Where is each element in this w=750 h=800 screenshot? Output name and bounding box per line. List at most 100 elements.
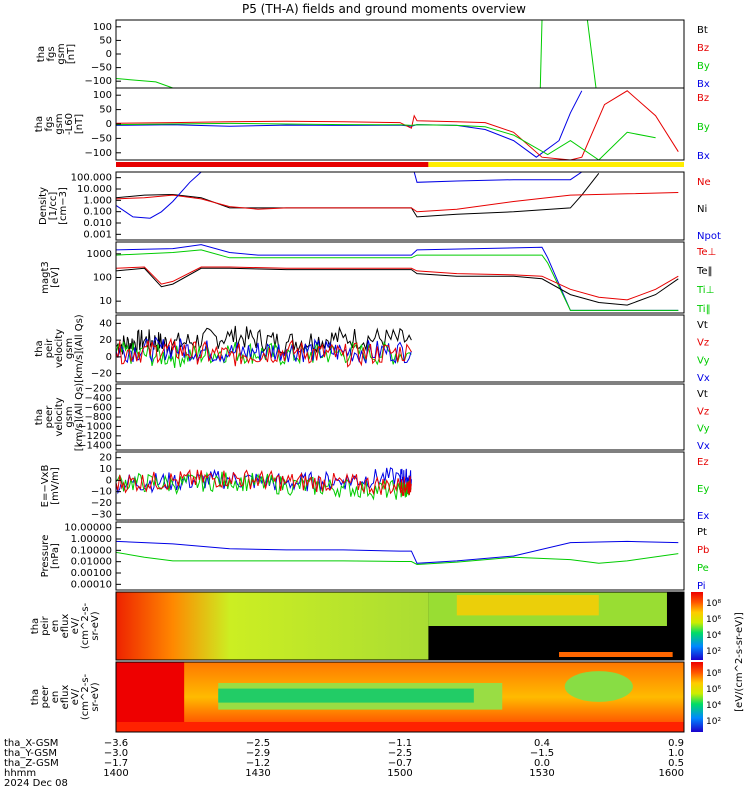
ylabel-fgs: fgs: [46, 46, 57, 61]
ytick-pressure: 0.10000: [71, 545, 112, 556]
ylabel-peir: tha: [34, 340, 45, 356]
legend-Te‖-temp: Te‖: [696, 266, 713, 277]
ytick-pressure: 10.00000: [64, 523, 112, 534]
frame-peir: [115, 314, 685, 383]
xaxis-value: −1.2: [246, 758, 270, 769]
legend-Bt-fgs: Bt: [697, 25, 708, 36]
ylabel-peir_en: sr-eV): [90, 611, 101, 640]
heatmap-peir-band2: [456, 595, 599, 616]
colorbar-tick: 10⁸: [706, 599, 721, 609]
colorbar-tick: 10⁴: [706, 631, 721, 641]
series-By-fgs: [116, 78, 173, 88]
ylabel-peir_en: peir: [40, 615, 51, 635]
colorbar-tick: 10⁶: [706, 685, 721, 695]
ylabel-peer_en: peer: [40, 685, 51, 709]
legend-Bx-fgs: Bx: [697, 79, 710, 90]
frame-pressure: [115, 521, 685, 591]
legend-Ex-efield: Ex: [697, 511, 709, 522]
legend-Ez-efield: Ez: [697, 457, 709, 468]
legend-Bz-fgs2: Bz: [697, 93, 709, 104]
ytick-pressure: 0.00010: [71, 579, 112, 590]
ylabel-peer_en: tha: [30, 689, 41, 705]
ylabel-temp: magt3: [40, 261, 51, 294]
series-By-fgs: [586, 20, 597, 88]
series-By-fgs2: [116, 122, 656, 160]
xaxis-row-label: hhmm: [4, 768, 36, 779]
heatmap-peer-blob: [564, 671, 633, 702]
mode-bar-yellow: [428, 162, 684, 167]
xaxis-value: −2.5: [246, 738, 270, 749]
xaxis-value: −1.7: [104, 758, 128, 769]
xaxis-value: 1.0: [668, 748, 684, 759]
xaxis-row-label: tha_X-GSM: [4, 738, 58, 749]
ytick-peir: 20: [99, 335, 112, 346]
legend-By-fgs: By: [697, 61, 710, 72]
legend-Vy-peer: Vy: [697, 424, 710, 435]
ylabel-peer_en: sr-eV): [90, 682, 101, 711]
ytick-fgs: −100: [85, 76, 112, 87]
frame-peer_en: [115, 661, 685, 733]
ytick-fgs2: 100: [93, 90, 112, 101]
series-Ti‖-temp: [116, 249, 679, 311]
ytick-fgs2: 0: [106, 119, 112, 130]
ylabel-temp: [eV]: [50, 267, 61, 288]
series-Ne-density: [116, 192, 679, 213]
ytick-fgs2: 50: [99, 105, 112, 116]
ylabel-fgs2: [nT]: [74, 114, 85, 134]
series-Pe-pressure: [116, 551, 679, 566]
series-Ey-efield: [116, 471, 412, 501]
legend-Vt-peer: Vt: [697, 389, 708, 400]
ylabel-peer_en: en: [50, 691, 61, 704]
ytick-efield: 0: [106, 475, 112, 486]
panel-peir_en: tha peir en eflux eV/(cm^2-s-sr-eV): [30, 591, 685, 661]
series-Bz-fgs2: [116, 90, 679, 160]
ytick-peir: 40: [99, 318, 112, 329]
heatmap-peir-low: [559, 652, 673, 657]
ytick-temp: 100: [93, 273, 112, 284]
ytick-density: 100.000: [71, 173, 112, 184]
frame-temp: [115, 241, 685, 314]
ylabel-efield: [mV/m]: [50, 467, 61, 505]
panel-fgs2: tha fgs gsm -L60 [nT] 100 50 0 −50 −100 Bz By Bx: [34, 87, 710, 162]
heatmap-peer-bottom: [116, 722, 684, 732]
ytick-peir: −20: [91, 369, 112, 380]
legend-Vy-peir: Vy: [697, 355, 710, 366]
ylabel-peer_en: eV/: [70, 688, 81, 705]
xaxis-value: 1600: [659, 768, 684, 779]
ytick-efield: −10: [91, 487, 112, 498]
series-Ez-efield: [116, 469, 412, 497]
ylabel-peir: [km/s](All Qs): [74, 314, 85, 382]
heatmap-peer-core: [218, 688, 474, 703]
panel-fgs: tha fgs gsm [nT] 100 50 0 −50 −100 Bt Bz By Bx: [36, 19, 710, 90]
ytick-pressure: 1.00000: [71, 534, 112, 545]
series-Ti⊥-temp: [116, 244, 679, 311]
ylabel-fgs2: -L60: [64, 113, 75, 135]
xaxis-value: 1400: [103, 768, 128, 779]
series-By-fgs: [539, 20, 543, 88]
panel-peir: tha peir velocity gsm [km/s](All Qs) 40 20 0 −20…: [34, 314, 710, 384]
colorbar-tick: 10²: [706, 647, 721, 657]
ylabel-peir: peir: [44, 338, 55, 358]
heatmap-peer-left: [116, 662, 185, 732]
xaxis-value: −2.5: [388, 748, 412, 759]
legend-Pi-pressure: Pi: [697, 581, 706, 592]
ylabel-peer_en: eflux: [60, 685, 71, 710]
legend-Vz-peer: Vz: [697, 406, 709, 417]
xaxis-value: 0.4: [534, 738, 550, 749]
ytick-peer: −1000: [78, 421, 112, 432]
frame-density: [115, 171, 685, 241]
ytick-fgs2: −100: [85, 148, 112, 159]
ylabel-fgs: gsm: [56, 43, 67, 64]
ylabel-peer: peer: [44, 405, 55, 429]
series-Te‖-temp: [116, 267, 679, 306]
mode-bar-red: [116, 162, 429, 167]
frame-fgs: [115, 19, 685, 89]
ylabel-pressure: [nPa]: [50, 543, 61, 569]
ylabel-peir_en: eflux: [60, 614, 71, 639]
ytick-fgs: 50: [99, 35, 112, 46]
ylabel-peir_en: en: [50, 620, 61, 633]
ytick-peer: −800: [85, 412, 112, 423]
ytick-density: 0.010: [83, 218, 112, 229]
ylabel-peer: [km/s](All Qs): [74, 383, 85, 451]
xaxis-value: −0.7: [388, 758, 412, 769]
